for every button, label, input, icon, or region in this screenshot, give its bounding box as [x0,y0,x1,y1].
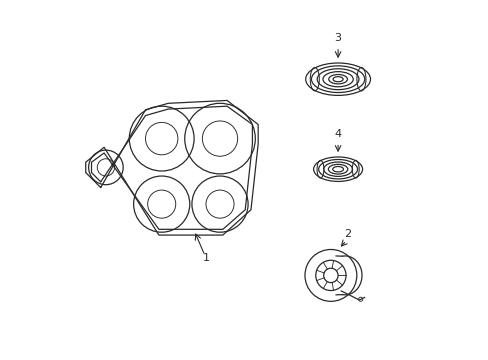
Text: 2: 2 [344,229,350,239]
Text: 4: 4 [334,129,341,139]
Text: 3: 3 [334,33,341,43]
Text: 1: 1 [203,253,210,263]
